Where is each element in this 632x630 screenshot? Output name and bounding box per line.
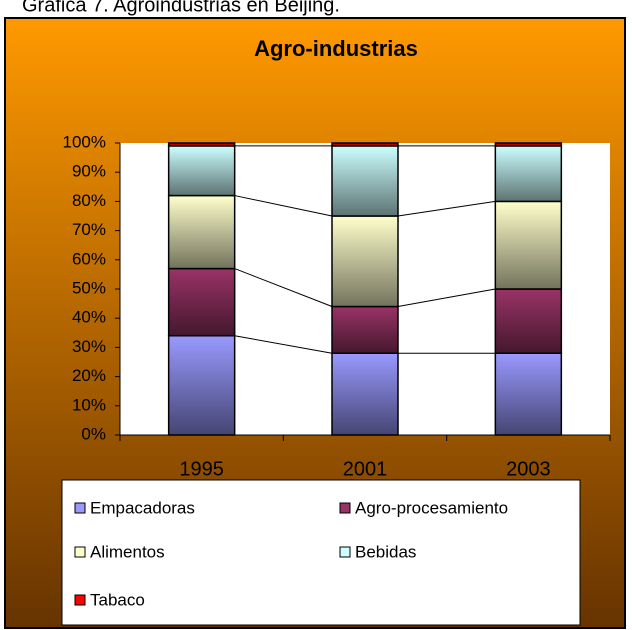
caption: Gráfica 7. Agroindustrias en Beijing.	[22, 0, 340, 16]
y-tick-label: 50%	[72, 278, 106, 297]
x-tick-label: 1995	[179, 458, 224, 480]
x-tick-label: 2001	[343, 458, 388, 480]
y-tick-label: 60%	[72, 249, 106, 268]
legend-swatch	[74, 594, 86, 606]
legend-label: Bebidas	[355, 542, 416, 561]
bar-shade	[332, 306, 398, 354]
bar-shade	[495, 289, 562, 354]
legend-label: Agro-procesamiento	[355, 498, 508, 517]
legend-label: Tabaco	[90, 590, 145, 609]
y-tick-label: 80%	[72, 191, 106, 210]
series-line	[234, 195, 333, 217]
chart-title: Agro-industrias	[254, 36, 418, 61]
series-line	[397, 288, 496, 308]
bar-shade	[495, 353, 562, 435]
bar-shade	[168, 145, 235, 196]
bar-shade	[168, 335, 235, 435]
series-line	[234, 335, 333, 354]
legend-swatch	[74, 502, 86, 514]
bar-shade	[332, 216, 398, 307]
legend-label: Alimentos	[90, 542, 165, 561]
series-line	[397, 200, 496, 217]
y-tick-label: 70%	[72, 220, 106, 239]
bar-shade	[495, 201, 562, 289]
bar-shade	[332, 353, 398, 435]
bar-shade	[332, 143, 398, 146]
bar-shade	[495, 143, 562, 146]
legend-swatch	[339, 502, 351, 514]
legend-swatch	[339, 546, 351, 558]
y-tick-label: 30%	[72, 337, 106, 356]
y-tick-label: 90%	[72, 162, 106, 181]
bar-shade	[168, 268, 235, 336]
bar-shade	[168, 143, 235, 146]
y-tick-label: 10%	[72, 395, 106, 414]
x-tick-label: 2003	[506, 458, 551, 480]
y-tick-label: 20%	[72, 366, 106, 385]
legend-swatch	[74, 546, 86, 558]
legend-label: Empacadoras	[90, 498, 195, 517]
series-line	[234, 268, 333, 307]
y-tick-label: 0%	[81, 424, 106, 443]
y-tick-label: 40%	[72, 308, 106, 327]
legend	[61, 479, 581, 626]
bar-shade	[168, 195, 235, 269]
bar-shade	[332, 145, 398, 216]
bar-shade	[495, 145, 562, 202]
y-tick-label: 100%	[63, 132, 106, 151]
